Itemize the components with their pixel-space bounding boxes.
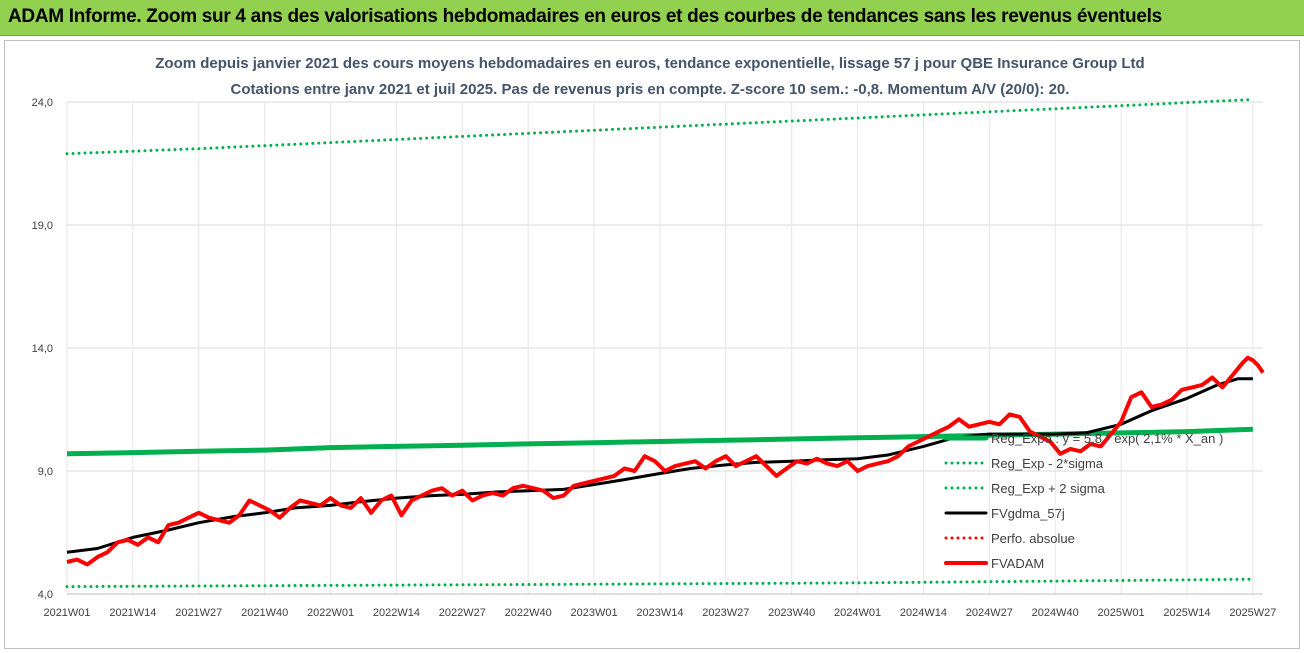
x-tick-label: 2022W27 <box>439 607 486 619</box>
x-tick-label: 2024W01 <box>834 607 881 619</box>
x-tick-label: 2024W40 <box>1032 607 1079 619</box>
legend: Reg_Expo : y = 5,8 * exp( 2,1% * X_an ) R… <box>943 431 1223 571</box>
x-tick-label: 2021W27 <box>175 607 222 619</box>
chart-subtitle: Cotations entre janv 2021 et juil 2025. … <box>231 81 1070 98</box>
legend-label: FVADAM <box>991 556 1044 571</box>
x-tick-label: 2023W40 <box>768 607 815 619</box>
series-line <box>66 355 1265 567</box>
x-tick-label: 2024W14 <box>900 607 947 619</box>
x-tick-label: 2025W14 <box>1163 607 1210 619</box>
legend-label: FVgdma_57j <box>991 506 1065 521</box>
y-tick-label: 4,0 <box>38 589 53 601</box>
legend-label: Reg_Exp - 2*sigma <box>991 456 1104 471</box>
chart-frame <box>4 40 1300 649</box>
x-tick-label: 2025W27 <box>1229 607 1276 619</box>
x-tick-label: 2025W01 <box>1098 607 1145 619</box>
series-line <box>65 577 1255 589</box>
x-tick-label: 2022W40 <box>505 607 552 619</box>
legend-label: Reg_Exp + 2 sigma <box>991 481 1106 496</box>
x-tick-label: 2023W01 <box>571 607 618 619</box>
series-line <box>65 98 1255 156</box>
legend-label: Reg_Expo : y = 5,8 * exp( 2,1% * X_an ) <box>991 431 1223 446</box>
x-axis-ticks: 2021W01 2021W14 2021W27 2021W40 2022W01 2022W… <box>43 607 1276 619</box>
chart-title: Zoom depuis janvier 2021 des cours moyen… <box>155 55 1144 72</box>
x-tick-label: 2022W01 <box>307 607 354 619</box>
y-axis-ticks: 4,0 9,0 14,0 19,0 24,0 <box>32 97 53 601</box>
y-tick-label: 9,0 <box>38 466 53 478</box>
x-tick-label: 2024W27 <box>966 607 1013 619</box>
x-tick-label: 2023W27 <box>702 607 749 619</box>
x-tick-label: 2021W01 <box>43 607 90 619</box>
report-banner: ADAM Informe. Zoom sur 4 ans des valoris… <box>0 0 1304 36</box>
banner-title: ADAM Informe. Zoom sur 4 ans des valoris… <box>8 6 1162 27</box>
legend-label: Perfo. absolue <box>991 531 1075 546</box>
y-tick-label: 24,0 <box>32 97 53 109</box>
x-tick-label: 2022W14 <box>373 607 420 619</box>
grid-lines <box>66 101 1263 595</box>
y-tick-label: 14,0 <box>32 343 53 355</box>
x-tick-label: 2021W40 <box>241 607 288 619</box>
series-lines <box>65 98 1265 589</box>
x-tick-label: 2021W14 <box>109 607 156 619</box>
y-tick-label: 19,0 <box>32 220 53 232</box>
x-tick-label: 2023W14 <box>636 607 683 619</box>
